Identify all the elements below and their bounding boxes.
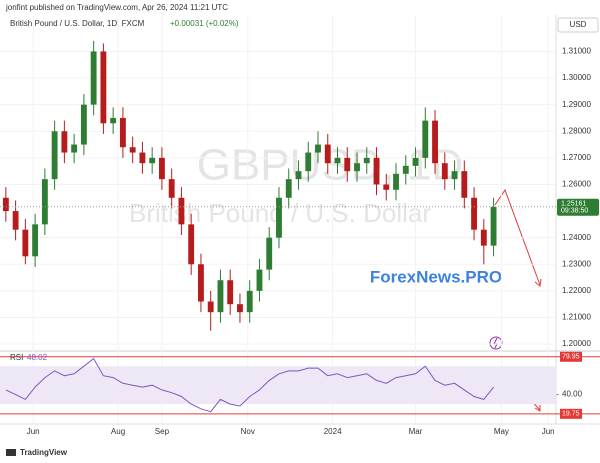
rsi-level-label: 79.95 (562, 354, 580, 361)
y-tick-label: 1.31000 (562, 47, 591, 56)
rsi-name: RSI (10, 353, 23, 362)
candle-body (2, 197, 9, 212)
candle-body (383, 184, 390, 190)
candle-body (129, 147, 136, 153)
y-tick-label: 1.20000 (562, 339, 591, 348)
candle-body (480, 229, 487, 246)
publisher: jonfint published on TradingView.com, Ap… (5, 3, 228, 12)
candle-body (334, 157, 341, 164)
candle-body (139, 152, 146, 164)
candle-body (315, 144, 321, 153)
candle-body (412, 157, 419, 166)
candle-body (80, 104, 87, 145)
candle-body (344, 157, 351, 172)
candle-body (198, 264, 204, 302)
footer-logo: TradingView (20, 448, 68, 457)
candle-body (90, 51, 97, 105)
y-tick-label: 1.27000 (562, 153, 591, 162)
currency: USD (570, 20, 587, 29)
currency-box[interactable] (557, 17, 599, 33)
candle-body (461, 171, 468, 198)
candle-body (41, 179, 48, 225)
candle-body (188, 224, 195, 265)
candle-body (207, 301, 214, 313)
y-tick-label: 1.21000 (562, 313, 591, 322)
candle-body (51, 131, 58, 180)
candle-body (295, 171, 302, 180)
candle-body (217, 280, 224, 313)
last-price-tag (557, 198, 599, 216)
rsi-band (0, 366, 556, 405)
candle-body (393, 173, 399, 190)
x-tick-label: Sep (155, 427, 170, 436)
candle-body (61, 131, 68, 153)
y-tick-label: 1.29000 (562, 100, 591, 109)
candle-body (305, 152, 312, 172)
candle-body (71, 144, 78, 153)
rsi-line (5, 357, 494, 413)
candle-body (490, 206, 497, 246)
y-tick-label: 1.23000 (562, 259, 591, 268)
rsi-level-label: 19.75 (562, 411, 580, 418)
brand: ForexNews.PRO (370, 267, 502, 286)
y-tick-label: 1.30000 (562, 73, 591, 82)
x-tick-label: Mar (409, 427, 423, 436)
x-tick-label: Jun (542, 427, 555, 436)
candle-body (246, 290, 253, 313)
candle-body (149, 157, 156, 164)
candle-body (119, 117, 126, 148)
y-tick-label: 1.22000 (562, 286, 591, 295)
candle-body (402, 165, 409, 174)
change: +0.00031 (+0.02%) (170, 19, 239, 28)
candle-body (422, 120, 429, 158)
candle-body (227, 280, 234, 305)
candle-body (324, 144, 331, 164)
y-tick-label: 1.26000 (562, 180, 591, 189)
candle-body (100, 51, 107, 124)
rsi-value: 48.02 (27, 353, 48, 362)
candle-body (373, 157, 380, 185)
candle-body (168, 179, 175, 198)
candle-body (363, 157, 370, 164)
event-icon[interactable] (489, 336, 503, 350)
candle-body (256, 269, 263, 291)
x-tick-label: Aug (111, 427, 125, 436)
x-tick-label: 2024 (324, 427, 342, 436)
rsi-level-tag (560, 351, 582, 362)
instrument: British Pound / U.S. Dollar, 1D, FXCM (10, 19, 145, 28)
candle-body (441, 163, 448, 180)
y-tick-label: 1.28000 (562, 126, 591, 135)
candle-body (432, 120, 438, 164)
last-time: 09:38:50 (561, 208, 588, 215)
x-tick-label: May (494, 427, 509, 436)
candle-body (12, 211, 19, 230)
candle-body (451, 171, 458, 180)
rsi-level-tag (560, 408, 582, 419)
candle-body (471, 197, 477, 230)
candle-body (110, 117, 117, 124)
candle-body (237, 304, 243, 313)
candle-body (354, 163, 360, 172)
candle-body (178, 197, 185, 225)
logo-icon (6, 449, 16, 456)
candle-body (276, 197, 282, 238)
candle-body (266, 237, 273, 270)
candle-body (22, 229, 29, 257)
x-tick-label: Nov (241, 427, 255, 436)
y-tick-label: 1.24000 (562, 233, 591, 242)
candle-body (285, 179, 292, 198)
rsi-tick-label: 40.00 (562, 390, 583, 399)
candle-body (32, 224, 39, 257)
candle-body (158, 157, 165, 180)
last-price: 1.25161 (561, 201, 586, 208)
x-tick-label: Jun (27, 427, 40, 436)
